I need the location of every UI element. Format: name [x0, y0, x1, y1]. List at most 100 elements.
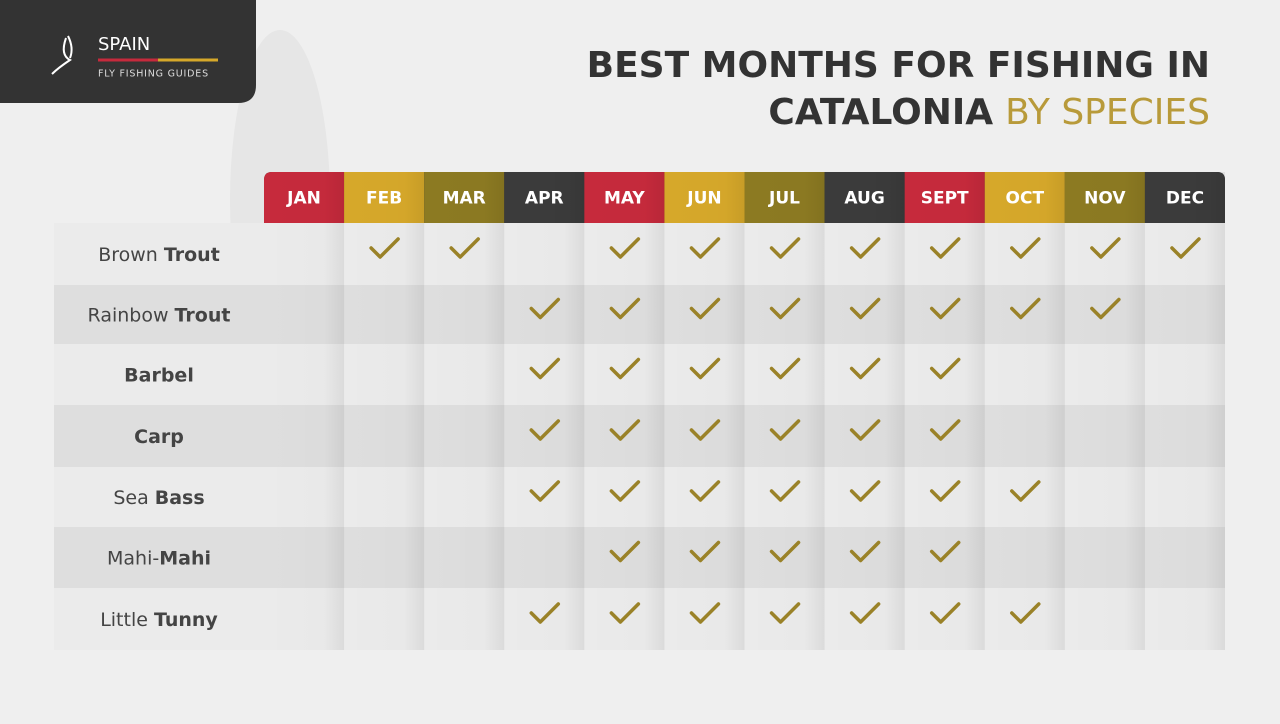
check-mark — [769, 540, 801, 563]
logo-icon — [51, 35, 73, 75]
column-shade — [1144, 172, 1225, 650]
month-label: DEC — [1166, 189, 1204, 209]
check-mark — [529, 297, 561, 320]
column-shade — [264, 172, 345, 650]
species-name-part: Tunny — [154, 609, 218, 631]
check-mark — [529, 480, 561, 502]
check-mark — [849, 540, 881, 563]
check-mark — [849, 419, 881, 441]
title: CATALONIA BY SPECIES — [768, 92, 1210, 133]
check-mark — [689, 297, 721, 320]
species-name: Little Tunny — [100, 609, 218, 631]
column-shade — [344, 172, 425, 650]
species-name-part: Trout — [164, 244, 220, 266]
month-label: JUL — [768, 189, 800, 209]
column-shade — [1064, 172, 1145, 650]
check-mark — [689, 237, 721, 259]
check-mark — [849, 602, 881, 624]
check-mark — [849, 297, 881, 320]
column-shade — [664, 172, 745, 650]
check-mark — [929, 602, 961, 624]
check-mark — [929, 357, 961, 380]
check-mark — [849, 480, 881, 502]
title-highlight: BY SPECIES — [1005, 92, 1210, 133]
check-mark — [529, 419, 561, 441]
column-shade — [744, 172, 825, 650]
month-label: NOV — [1084, 189, 1126, 209]
month-label: MAR — [443, 189, 486, 209]
species-name: Brown Trout — [98, 244, 220, 266]
check-mark — [449, 237, 480, 259]
check-mark — [849, 237, 881, 259]
check-mark — [689, 357, 721, 380]
check-mark — [1090, 237, 1121, 259]
check-mark — [609, 237, 641, 259]
month-label: FEB — [366, 189, 402, 209]
month-label: OCT — [1006, 189, 1045, 209]
species-name: Rainbow Trout — [88, 304, 231, 326]
logo-tagline: FLY FISHING GUIDES — [98, 69, 209, 80]
check-mark — [769, 237, 801, 259]
check-mark — [849, 357, 881, 380]
month-label: SEPT — [921, 189, 969, 209]
check-mark — [609, 297, 641, 320]
check-mark — [1090, 297, 1121, 320]
check-mark — [1010, 480, 1041, 502]
check-mark — [609, 480, 641, 502]
check-mark — [769, 602, 801, 624]
check-mark — [529, 602, 561, 624]
species-name: Carp — [134, 426, 184, 448]
check-mark — [529, 357, 561, 380]
species-name-part: Sea — [113, 487, 154, 509]
month-label: APR — [525, 189, 564, 209]
check-mark — [1010, 297, 1041, 320]
column-shade — [424, 172, 505, 650]
check-mark — [609, 602, 641, 624]
logo-box — [0, 0, 256, 103]
check-mark — [929, 419, 961, 441]
check-mark — [929, 237, 961, 259]
species-name-part: Trout — [175, 304, 231, 326]
check-mark — [369, 237, 400, 259]
species-name-part: Bass — [155, 487, 205, 509]
species-name: Mahi-Mahi — [107, 547, 211, 569]
check-mark — [609, 357, 641, 380]
check-mark — [689, 480, 721, 502]
check-mark — [769, 419, 801, 441]
species-name-part: Brown — [98, 244, 164, 266]
check-mark — [1010, 237, 1041, 259]
species-name-part: Rainbow — [88, 304, 175, 326]
check-mark — [689, 602, 721, 624]
species-name-part: Mahi- — [107, 547, 159, 569]
species-name: Barbel — [124, 364, 194, 386]
check-mark — [609, 419, 641, 441]
check-mark — [929, 540, 961, 563]
column-shade — [504, 172, 585, 650]
month-label: MAY — [604, 189, 645, 209]
column-shade — [824, 172, 905, 650]
column-shade — [904, 172, 985, 650]
check-mark — [769, 297, 801, 320]
month-label: AUG — [844, 189, 884, 209]
month-label: JUN — [686, 189, 721, 209]
check-mark — [689, 540, 721, 563]
column-shade — [584, 172, 665, 650]
check-mark — [769, 357, 801, 380]
title: BEST MONTHS FOR FISHING IN — [587, 45, 1210, 86]
species-name: Sea Bass — [113, 487, 204, 509]
check-mark — [929, 297, 961, 320]
title-text: CATALONIA — [768, 92, 993, 133]
month-label: JAN — [286, 189, 321, 209]
check-mark — [609, 540, 641, 563]
check-mark — [1170, 237, 1201, 259]
species-name-part: Carp — [134, 426, 184, 448]
check-mark — [689, 419, 721, 441]
logo-name: SPAIN — [98, 34, 150, 55]
check-mark — [929, 480, 961, 502]
check-mark — [769, 480, 801, 502]
species-name-part: Little — [100, 609, 154, 631]
species-name-part: Barbel — [124, 364, 194, 386]
column-shade — [984, 172, 1065, 650]
